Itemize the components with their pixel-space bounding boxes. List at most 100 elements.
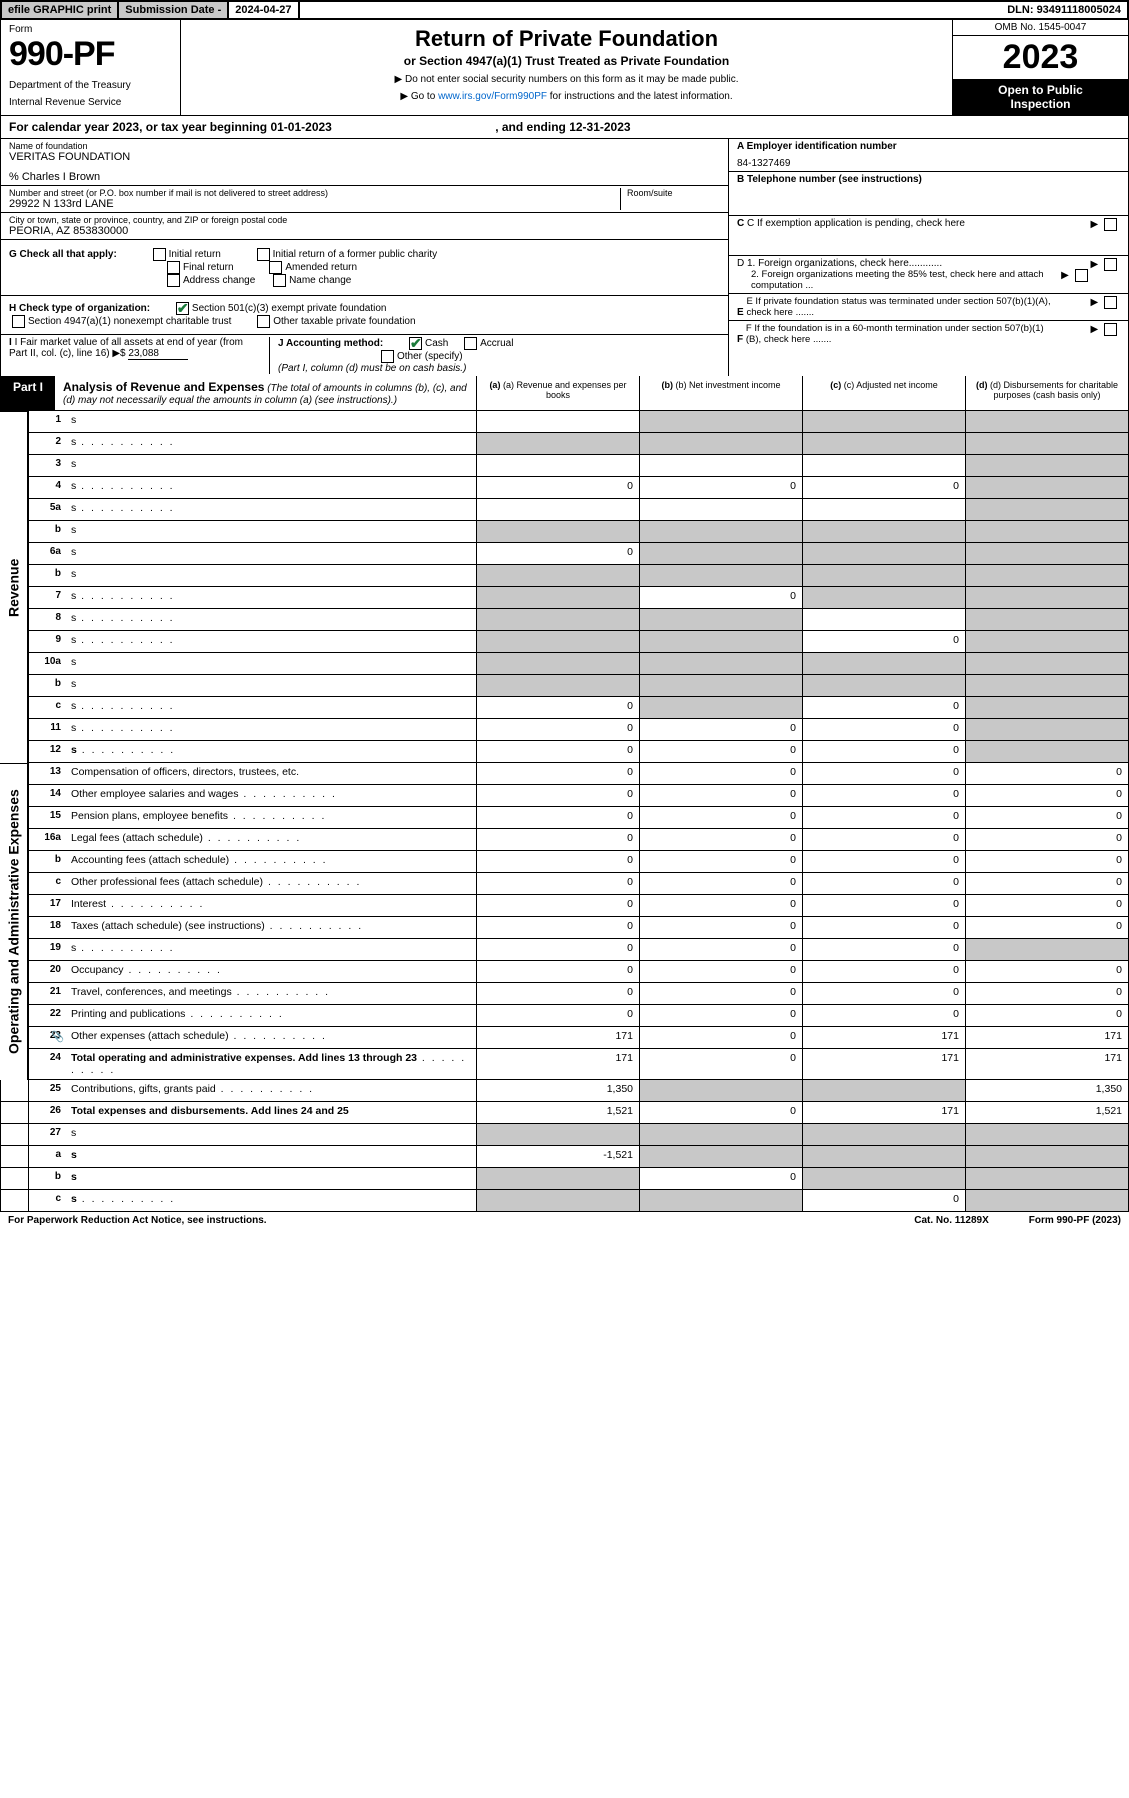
table-row: bs xyxy=(28,675,1129,697)
cell-value: 0 xyxy=(476,741,639,762)
row-number: b xyxy=(29,675,67,696)
form-word: Form xyxy=(9,24,172,35)
cell-shaded xyxy=(476,675,639,696)
row-number: 14 xyxy=(29,785,67,806)
row-number: 17 xyxy=(29,895,67,916)
table-row: 7s0 xyxy=(28,587,1129,609)
exemption-pending-checkbox[interactable] xyxy=(1104,218,1117,231)
foreign-org-checkbox[interactable] xyxy=(1104,258,1117,271)
row-description: Other employee salaries and wages xyxy=(67,785,476,806)
row-description: s xyxy=(67,675,476,696)
cell-value: 0 xyxy=(639,895,802,916)
row-number: 3 xyxy=(29,455,67,476)
row-number: 12 xyxy=(29,741,67,762)
row-number: 11 xyxy=(29,719,67,740)
name-change-checkbox[interactable] xyxy=(273,274,286,287)
cell-shaded xyxy=(639,565,802,586)
cell-value: 1,350 xyxy=(965,1080,1128,1101)
cell-shaded xyxy=(965,499,1128,520)
cell-shaded xyxy=(476,1124,639,1145)
table-row: 16aLegal fees (attach schedule)0000 xyxy=(28,829,1129,851)
initial-return-checkbox[interactable] xyxy=(153,248,166,261)
row-description: Taxes (attach schedule) (see instruction… xyxy=(67,917,476,938)
cell-value: 0 xyxy=(802,961,965,982)
col-c-header: (c) (c) Adjusted net income xyxy=(802,376,965,410)
501c3-checkbox[interactable] xyxy=(176,302,189,315)
cell-value: 0 xyxy=(802,917,965,938)
table-row: 4s000 xyxy=(28,477,1129,499)
row-number: 21 xyxy=(29,983,67,1004)
instr-ssn: ▶ Do not enter social security numbers o… xyxy=(187,74,946,85)
cell-shaded xyxy=(965,939,1128,960)
accrual-checkbox[interactable] xyxy=(464,337,477,350)
irs-link[interactable]: www.irs.gov/Form990PF xyxy=(438,91,547,102)
cell-value: 0 xyxy=(476,939,639,960)
cell-shaded xyxy=(639,1146,802,1167)
cell-value: 0 xyxy=(802,873,965,894)
header-left: Form 990-PF Department of the Treasury I… xyxy=(1,20,181,115)
cell-value: 0 xyxy=(802,697,965,718)
cell-value: 0 xyxy=(476,697,639,718)
cell-shaded xyxy=(965,455,1128,476)
cell-value: 0 xyxy=(965,895,1128,916)
cell-value: 171 xyxy=(476,1049,639,1079)
cell-shaded xyxy=(639,543,802,564)
row-number: 22 xyxy=(29,1005,67,1026)
cell-shaded xyxy=(965,1168,1128,1189)
cell-value: 171 xyxy=(802,1027,965,1048)
cell-shaded xyxy=(965,631,1128,652)
address-change-checkbox[interactable] xyxy=(167,274,180,287)
60month-checkbox[interactable] xyxy=(1104,323,1117,336)
table-row: cOther professional fees (attach schedul… xyxy=(28,873,1129,895)
cell-shaded xyxy=(802,1124,965,1145)
cell-value: 171 xyxy=(476,1027,639,1048)
other-taxable-checkbox[interactable] xyxy=(257,315,270,328)
cell-shaded xyxy=(639,653,802,674)
terminated-checkbox[interactable] xyxy=(1104,296,1117,309)
city-row: City or town, state or province, country… xyxy=(1,213,728,240)
catalog-number: Cat. No. 11289X xyxy=(914,1215,988,1226)
cell-value: 0 xyxy=(965,917,1128,938)
cell-value: 0 xyxy=(476,983,639,1004)
row-description: s xyxy=(67,631,476,652)
cell-value: 0 xyxy=(802,719,965,740)
cell-value: 0 xyxy=(802,763,965,784)
final-return-checkbox[interactable] xyxy=(167,261,180,274)
revenue-side-label: Revenue xyxy=(0,411,28,763)
cell-value: 0 xyxy=(476,851,639,872)
row-number: 13 xyxy=(29,763,67,784)
table-row: 23📎Other expenses (attach schedule)17101… xyxy=(28,1027,1129,1049)
table-row: 21Travel, conferences, and meetings0000 xyxy=(28,983,1129,1005)
cell-value: 0 xyxy=(639,477,802,498)
row-description: s xyxy=(67,521,476,542)
cell-shaded xyxy=(476,609,639,630)
address-row: Number and street (or P.O. box number if… xyxy=(1,186,728,213)
amended-return-checkbox[interactable] xyxy=(269,261,282,274)
cell-shaded xyxy=(965,653,1128,674)
cash-checkbox[interactable] xyxy=(409,337,422,350)
section-g: G Check all that apply: Initial return I… xyxy=(1,240,728,296)
foreign-85-checkbox[interactable] xyxy=(1075,269,1088,282)
cell-shaded xyxy=(476,631,639,652)
row-number: 1 xyxy=(29,411,67,432)
row-number: b xyxy=(29,565,67,586)
cell-value: 0 xyxy=(802,829,965,850)
cell-value: 0 xyxy=(639,917,802,938)
4947a1-checkbox[interactable] xyxy=(12,315,25,328)
row-number: a xyxy=(29,1146,67,1167)
cell-shaded xyxy=(965,1124,1128,1145)
attachment-icon[interactable]: 📎 xyxy=(51,1030,64,1043)
cell-value: 0 xyxy=(476,543,639,564)
initial-former-checkbox[interactable] xyxy=(257,248,270,261)
row-number: b xyxy=(29,851,67,872)
table-row: bs0 xyxy=(0,1168,1129,1190)
cell-shaded xyxy=(965,543,1128,564)
row-description: s xyxy=(67,455,476,476)
row-description: Accounting fees (attach schedule) xyxy=(67,851,476,872)
cell-shaded xyxy=(476,653,639,674)
other-method-checkbox[interactable] xyxy=(381,350,394,363)
header-right: OMB No. 1545-0047 2023 Open to PublicIns… xyxy=(953,20,1128,115)
cell-value: 0 xyxy=(965,763,1128,784)
row-description: s xyxy=(67,1168,476,1189)
cell-shaded xyxy=(965,411,1128,432)
